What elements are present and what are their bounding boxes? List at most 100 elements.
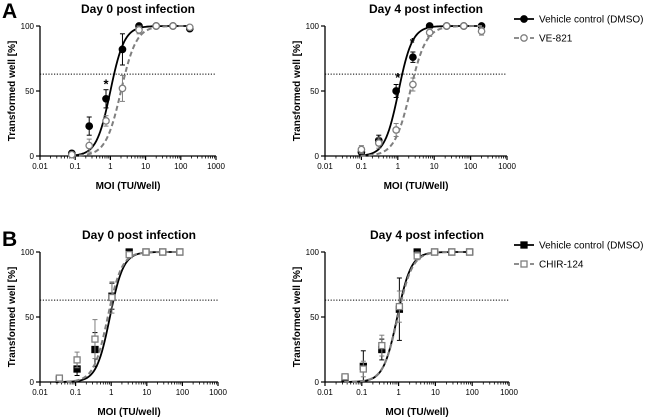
chart-title: Day 4 post infection (369, 2, 483, 16)
series-vehicle (357, 22, 486, 157)
x-tick-label: 0.1 (70, 388, 82, 397)
data-point (135, 26, 143, 34)
significance-star: * (410, 35, 416, 50)
y-axis-label: Transformed well [%] (7, 267, 18, 368)
y-tick-label: 50 (25, 313, 34, 322)
y-axis-label: Transformed well [%] (7, 41, 18, 142)
legend-label: VE-821 (539, 34, 573, 45)
legend-marker (520, 241, 528, 249)
data-point (409, 53, 417, 62)
y-tick-label: 0 (315, 152, 320, 161)
data-point (102, 94, 110, 103)
data-point (152, 22, 161, 30)
fit-curve (70, 25, 191, 157)
panel-letter-a: A (2, 0, 17, 23)
x-tick-label: 1000 (498, 162, 516, 171)
x-tick-label: 100 (466, 388, 480, 397)
data-point (442, 22, 451, 30)
y-tick-label: 0 (315, 378, 320, 387)
x-tick-label: 0.01 (32, 388, 48, 397)
series-vehicle (341, 248, 474, 383)
x-tick-label: 100 (464, 162, 478, 171)
significance-star: * (103, 76, 109, 91)
series-inhibitor (67, 22, 194, 159)
x-tick-label: 0.01 (317, 162, 333, 171)
data-point (395, 302, 404, 311)
x-tick-label: 10 (142, 388, 151, 397)
legend-b: Vehicle control (DMSO) CHIR-124 (514, 241, 643, 271)
data-point (55, 374, 64, 382)
x-tick-label: 100 (176, 388, 190, 397)
data-point (392, 87, 400, 95)
data-point (448, 248, 456, 256)
legend-item: Vehicle control (DMSO) (514, 15, 643, 26)
y-tick-label: 50 (310, 87, 319, 96)
legend-marker (520, 34, 528, 42)
y-tick-label: 50 (25, 87, 34, 96)
data-point (378, 341, 386, 350)
x-axis-label: MOI (TU/Well) (384, 181, 449, 192)
chart-a-day0: Day 0 post infection 0 50 100 0.01 0.1 1 10 100 1… (7, 2, 225, 192)
data-point (465, 248, 474, 256)
x-tick-label: 0.1 (70, 162, 82, 171)
data-point (118, 45, 127, 54)
x-axis-label: MOI (TU/Well) (96, 181, 161, 192)
y-axis-label: Transformed well [%] (292, 41, 303, 142)
data-point (392, 126, 400, 134)
series-inhibitor (357, 22, 486, 157)
data-point (359, 365, 367, 373)
chart-title: Day 0 post infection (82, 228, 196, 242)
y-tick-label: 100 (21, 248, 35, 257)
data-point (142, 248, 150, 256)
data-point (91, 335, 99, 343)
data-point (409, 80, 417, 89)
legend-item: VE-821 (514, 34, 573, 45)
series-inhibitor (341, 248, 474, 383)
data-point (85, 122, 94, 130)
data-point (341, 373, 349, 381)
x-tick-label: 1 (108, 162, 113, 171)
data-point (85, 141, 94, 150)
data-point (159, 248, 167, 256)
data-point (108, 293, 116, 302)
y-axis-label: Transformed well [%] (292, 267, 303, 368)
data-point (357, 145, 366, 154)
chart-a-day4: Day 4 post infection 0 50 100 0.01 0.1 1 10 100 1… (292, 2, 516, 192)
series-inhibitor (55, 248, 184, 383)
data-point (169, 22, 177, 30)
chart-title: Day 0 post infection (81, 2, 195, 16)
data-point (118, 84, 127, 93)
x-tick-label: 0.1 (356, 162, 368, 171)
data-point (125, 250, 133, 259)
x-tick-label: 0.01 (32, 162, 48, 171)
legend-label: CHIR-124 (539, 260, 584, 271)
y-tick-label: 0 (30, 152, 35, 161)
legend-marker (520, 260, 528, 268)
x-tick-label: 1000 (209, 388, 227, 397)
legend-item: Vehicle control (DMSO) (514, 241, 643, 252)
x-tick-label: 10 (430, 162, 439, 171)
data-point (430, 248, 439, 256)
x-tick-label: 0.1 (356, 388, 368, 397)
legend-label: Vehicle control (DMSO) (539, 241, 643, 252)
data-point (413, 252, 421, 260)
panel-letter-b: B (2, 228, 17, 251)
y-tick-label: 0 (30, 378, 35, 387)
chart-title: Day 4 post infection (370, 228, 484, 242)
data-point (374, 139, 383, 147)
x-tick-label: 1 (396, 162, 401, 171)
series-vehicle (67, 22, 194, 158)
data-point (67, 150, 76, 159)
y-tick-label: 100 (306, 248, 320, 257)
data-point (185, 23, 194, 32)
data-point (73, 356, 81, 364)
x-tick-label: 1000 (207, 162, 225, 171)
fit-curve (70, 25, 191, 157)
chart-b-day0: Day 0 post infection 0 50 100 0.01 0.1 1 10 100 1… (7, 228, 227, 418)
significance-star: * (395, 70, 401, 85)
x-axis-label: MOI (TU/well) (385, 407, 448, 418)
legend-item: CHIR-124 (514, 260, 584, 271)
x-tick-label: 1 (396, 388, 401, 397)
